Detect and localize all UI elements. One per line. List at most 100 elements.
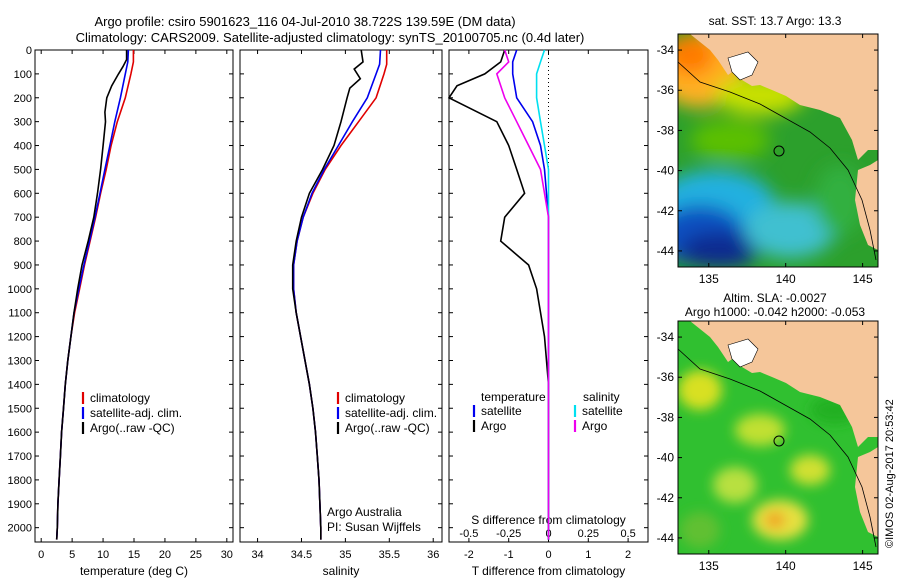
depth-tick-label: 700 <box>14 212 32 224</box>
pi-label: PI: Susan Wijffels <box>327 520 421 534</box>
salinity-axes-box <box>239 49 443 543</box>
temperature-legend-entry: Argo(..raw -QC) <box>90 421 175 435</box>
figure-title-line2: Climatology: CARS2009. Satellite-adjuste… <box>76 30 585 45</box>
salinity-x-tick-label: 34 <box>251 549 263 561</box>
depth-tick-label: 1100 <box>8 308 32 320</box>
depth-tick-label: 400 <box>14 141 32 153</box>
sla-map-lon-tick-label: 135 <box>699 559 719 573</box>
sla-map-field <box>678 321 878 554</box>
sst-map-field <box>678 34 878 267</box>
difference-series-satellite <box>511 49 550 540</box>
salinity-diff-tick-label: 0.25 <box>578 528 599 540</box>
depth-tick-label: 100 <box>14 69 32 81</box>
depth-tick-label: 1800 <box>8 475 32 487</box>
sla-map-panel: Altim. SLA: -0.0027 Argo h1000: -0.042 h… <box>657 291 879 573</box>
salinity-x-tick-label: 35.5 <box>379 549 400 561</box>
sst-map-lat-tick-label: -36 <box>657 83 675 97</box>
difference-x-tick-label: 1 <box>585 549 591 561</box>
difference-xlabel: T difference from climatology <box>472 564 626 578</box>
figure-title-line1: Argo profile: csiro 5901623_116 04-Jul-2… <box>94 14 515 29</box>
depth-tick-label: 200 <box>14 93 32 105</box>
temperature-legend-entry: Argo <box>481 419 507 433</box>
sla-map-lat-tick-label: -36 <box>657 370 675 384</box>
salinity-diff-tick-label: 0.5 <box>620 528 635 540</box>
depth-tick-label: 600 <box>14 188 32 200</box>
credit-text: ©IMOS 02-Aug-2017 20:53:42 <box>884 399 896 548</box>
salinity-panel: 34 34.5 35 35.5 36 salinity climatologysatelli… <box>239 49 443 578</box>
temperature-x-tick-label: 0 <box>38 549 44 561</box>
temperature-legend-title: temperature <box>481 390 546 404</box>
difference-x-tick-label: 0 <box>545 549 551 561</box>
sst-map-lat-tick-label: -38 <box>657 123 675 137</box>
difference-series-argo_salinity <box>495 49 550 540</box>
salinity-diff-tick-label: -0.25 <box>496 528 521 540</box>
temperature-xlabel: temperature (deg C) <box>80 564 188 578</box>
depth-tick-label: 1600 <box>8 427 32 439</box>
temperature-x-tick-label: 10 <box>97 549 109 561</box>
temperature-x-tick-label: 30 <box>221 549 233 561</box>
depth-tick-label: 800 <box>14 236 32 248</box>
sst-map-lat-tick-label: -44 <box>657 244 675 258</box>
sla-map-lat-tick-label: -44 <box>657 531 675 545</box>
salinity-legend-entry: Argo(..raw -QC) <box>345 421 430 435</box>
sst-argo-marker <box>773 145 785 157</box>
temperature-x-tick-label: 20 <box>159 549 171 561</box>
sst-map-panel: sat. SST: 13.7 Argo: 13.3 135 140 145 -34 -3… <box>657 14 879 286</box>
sla-map-lon-tick-label: 140 <box>776 559 796 573</box>
sst-map-lon-tick-label: 135 <box>699 272 719 286</box>
sst-map-lat-tick-label: -34 <box>657 43 675 57</box>
depth-tick-label: 500 <box>14 164 32 176</box>
difference-x-tick-label: 2 <box>625 549 631 561</box>
temperature-x-tick-label: 25 <box>190 549 202 561</box>
depth-tick-label: 300 <box>14 117 32 129</box>
sst-map-lon-tick-label: 140 <box>776 272 796 286</box>
temperature-legend-entry: climatology <box>90 391 150 405</box>
sla-map-title-line2: Argo h1000: -0.042 h2000: -0.053 <box>685 305 865 319</box>
temperature-x-tick-label: 5 <box>69 549 75 561</box>
sst-map-lon-tick-label: 145 <box>853 272 873 286</box>
salinity-x-tick-label: 35 <box>339 549 351 561</box>
temperature-axes-box <box>34 49 234 543</box>
depth-tick-label: 1500 <box>8 403 32 415</box>
difference-panel: -2 -1 0 1 2 T difference from climatology -0.5… <box>447 49 649 578</box>
depth-tick-label: 2000 <box>8 523 32 535</box>
depth-tick-label: 1400 <box>8 379 32 391</box>
depth-tick-label: 1300 <box>8 355 32 367</box>
salinity-xlabel: salinity <box>323 564 360 578</box>
salinity-legend-entry: Argo <box>582 419 608 433</box>
salinity-legend-entry: satellite-adj. clim. <box>345 406 437 420</box>
temperature-x-tick-label: 15 <box>128 549 140 561</box>
sla-map-lat-tick-label: -34 <box>657 330 675 344</box>
difference-series-sat_salinity <box>535 49 550 540</box>
salinity-x-tick-label: 34.5 <box>291 549 312 561</box>
depth-tick-label: 1900 <box>8 499 32 511</box>
sla-map-title-line1: Altim. SLA: -0.0027 <box>723 291 827 305</box>
salinity-legend-title: salinity <box>583 390 620 404</box>
difference-x-tick-label: -2 <box>464 549 474 561</box>
sst-map-title: sat. SST: 13.7 Argo: 13.3 <box>709 14 842 28</box>
salinity-diff-tick-label: -0.5 <box>459 528 478 540</box>
salinity-series-argo <box>291 49 364 540</box>
sla-map-lat-tick-label: -42 <box>657 491 675 505</box>
sla-map-lon-tick-label: 145 <box>853 559 873 573</box>
depth-tick-label: 0 <box>26 45 32 57</box>
temperature-legend-entry: satellite-adj. clim. <box>90 406 182 420</box>
depth-tick-label: 900 <box>14 260 32 272</box>
difference-series-argo <box>447 49 550 540</box>
salinity-legend-entry: climatology <box>345 391 405 405</box>
depth-tick-label: 1000 <box>8 284 32 296</box>
depth-tick-label: 1200 <box>8 332 32 344</box>
temperature-legend-entry: satellite <box>481 404 522 418</box>
sla-map-lat-tick-label: -38 <box>657 410 675 424</box>
temperature-panel: 0100200300400500600700800900100011001200… <box>8 45 234 578</box>
sla-map-lat-tick-label: -40 <box>657 451 675 465</box>
salinity-x-tick-label: 36 <box>427 549 439 561</box>
sla-argo-marker <box>773 435 785 447</box>
difference-x-tick-label: -1 <box>504 549 514 561</box>
sst-map-lat-tick-label: -40 <box>657 164 675 178</box>
temperature-series-argo <box>55 50 128 540</box>
sst-map-lat-tick-label: -42 <box>657 204 675 218</box>
argo-australia-label: Argo Australia <box>327 505 402 519</box>
depth-tick-label: 1700 <box>8 451 32 463</box>
